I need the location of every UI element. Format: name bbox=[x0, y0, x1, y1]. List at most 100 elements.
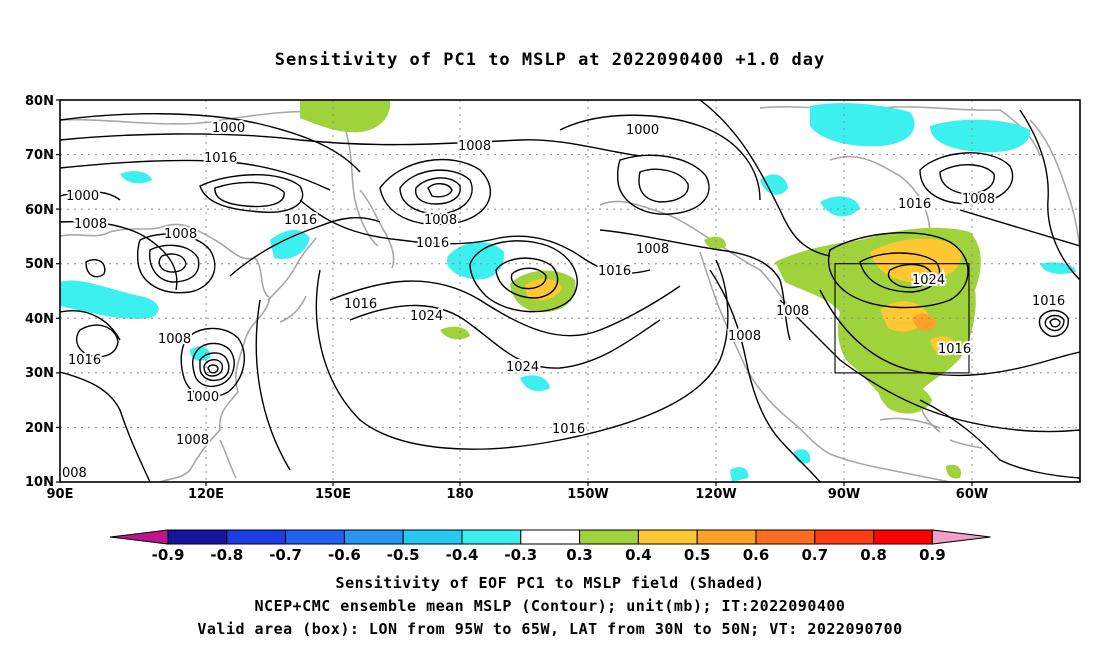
colorbar-label: -0.6 bbox=[328, 546, 361, 564]
colorbar-max-triangle bbox=[931, 529, 991, 545]
lat-tick-label: 70N bbox=[25, 148, 54, 163]
colorbar-swatch bbox=[696, 529, 757, 545]
contour-1016-midpacific bbox=[299, 199, 651, 274]
contour-east-south-2 bbox=[919, 399, 1080, 479]
colorbar-swatch bbox=[814, 529, 875, 545]
colorbar-swatch bbox=[637, 529, 698, 545]
shade-negative-greenland bbox=[930, 119, 1031, 153]
contour-atlantic-hurricane-2 bbox=[1044, 314, 1065, 332]
contour-siberia-low-1 bbox=[199, 174, 304, 213]
lon-tick-label: 180 bbox=[446, 487, 473, 502]
lat-tick-label: 80N bbox=[25, 94, 54, 109]
contour-atlantic-hurricane-1 bbox=[1038, 309, 1069, 337]
contour-east-south bbox=[779, 299, 1080, 433]
contour-1000-north bbox=[60, 113, 361, 173]
colorbar-label: 0.7 bbox=[802, 546, 829, 564]
colorbar-label: 0.5 bbox=[684, 546, 711, 564]
shade-negative-hudson bbox=[760, 174, 788, 195]
lon-tick-label: 60W bbox=[956, 487, 988, 502]
contour-1016-north bbox=[60, 159, 331, 191]
colorbar-label: -0.7 bbox=[269, 546, 302, 564]
contour-label: 1000 bbox=[212, 121, 245, 136]
colorbar-swatch bbox=[402, 529, 463, 545]
contour-1008-north bbox=[60, 133, 641, 157]
contour-label: 008 bbox=[62, 466, 87, 481]
contour-typhoon-core bbox=[207, 364, 219, 374]
contour-label: 1008 bbox=[158, 332, 191, 347]
contour-labels: 1000 1016 1000 1008 1008 1008 1016 1008 … bbox=[60, 119, 1067, 483]
contour-okhotsk-low-4 bbox=[427, 183, 453, 198]
contour-bering-low-mid bbox=[495, 257, 559, 299]
contour-label: 1008 bbox=[176, 433, 209, 448]
colorbar-min-triangle bbox=[109, 529, 169, 545]
contour-label: 1008 bbox=[74, 217, 107, 232]
colorbar-label: -0.4 bbox=[446, 546, 479, 564]
colorbar-swatch bbox=[285, 529, 345, 545]
contour-typhoon-ring1 bbox=[191, 342, 235, 388]
contour-label: 1016 bbox=[344, 297, 377, 312]
contour-west-1008 bbox=[60, 371, 151, 482]
shade-negative-labrador bbox=[820, 196, 860, 217]
contour-label: 1024 bbox=[506, 360, 539, 375]
contour-label: 1000 bbox=[66, 189, 99, 204]
graticule bbox=[60, 100, 1080, 482]
contour-west-low-small bbox=[75, 324, 119, 358]
contour-greenland-low-1 bbox=[919, 152, 1014, 205]
coastline-philippines bbox=[219, 439, 237, 479]
coastline-central-america bbox=[829, 453, 951, 482]
shade-positive-small-2 bbox=[704, 236, 726, 250]
contour-okhotsk-low-1 bbox=[379, 158, 491, 226]
colorbar-swatch bbox=[461, 529, 522, 545]
contour-label: 1008 bbox=[728, 329, 761, 344]
lat-tick-label: 30N bbox=[25, 366, 54, 381]
contour-label: 1016 bbox=[284, 213, 317, 228]
lon-tick-label: 120E bbox=[188, 487, 224, 502]
caption-shading: Sensitivity of EOF PC1 to MSLP field (Sh… bbox=[335, 574, 765, 592]
lat-tick-label: 50N bbox=[25, 257, 54, 272]
contour-okhotsk-low-3 bbox=[415, 177, 461, 205]
colorbar-label: 0.8 bbox=[860, 546, 887, 564]
lat-tick-label: 60N bbox=[25, 203, 54, 218]
contour-1016-nam bbox=[699, 100, 831, 257]
colorbar-label: 0.3 bbox=[566, 546, 593, 564]
contour-west-small-2 bbox=[85, 258, 106, 278]
contour-label: 1016 bbox=[204, 151, 237, 166]
contour-1016-east bbox=[819, 289, 1080, 377]
shade-positive-bering-core bbox=[524, 278, 562, 300]
shade-negative-bering bbox=[446, 241, 505, 280]
contour-1008-nam bbox=[709, 269, 821, 482]
colorbar-swatch bbox=[579, 529, 639, 545]
contour-label: 1016 bbox=[552, 422, 585, 437]
contour-1024-high bbox=[329, 280, 681, 337]
shade-negative-korea bbox=[190, 346, 211, 361]
chart-title: Sensitivity of PC1 to MSLP at 2022090400… bbox=[274, 50, 826, 70]
contour-label: 1016 bbox=[598, 264, 631, 279]
contour-low-west-inner bbox=[149, 244, 200, 283]
lon-tick-label: 90E bbox=[47, 487, 74, 502]
contour-typhoon-outer bbox=[180, 327, 245, 398]
shade-negative-small-2 bbox=[730, 467, 749, 482]
lon-tick-label: 90W bbox=[828, 487, 860, 502]
contour-1016-main bbox=[60, 216, 381, 341]
colorbar-label: -0.3 bbox=[504, 546, 537, 564]
lat-tick-label: 40N bbox=[25, 312, 54, 327]
contour-label: 1016 bbox=[68, 353, 101, 368]
contour-atlantic-hurricane-3 bbox=[1049, 318, 1061, 328]
contour-canada-high-1 bbox=[827, 232, 969, 309]
contour-bering-low-inner bbox=[510, 267, 547, 290]
colorbar-swatch bbox=[343, 529, 404, 545]
shade-positive-small-1 bbox=[440, 326, 470, 340]
caption-contour: NCEP+CMC ensemble mean MSLP (Contour); u… bbox=[254, 597, 846, 615]
colorbar-label: -0.9 bbox=[152, 546, 185, 564]
shaded-sensitivity-regions bbox=[60, 100, 1076, 482]
shade-negative-arctic-canada bbox=[810, 103, 915, 147]
contour-atlantic-1008 bbox=[1019, 109, 1080, 281]
contour-bering-low-outer bbox=[469, 240, 578, 313]
contour-canada-high-2 bbox=[859, 252, 941, 293]
contour-label: 1016 bbox=[1032, 294, 1065, 309]
lon-tick-label: 150E bbox=[315, 487, 351, 502]
colorbar-swatch bbox=[167, 529, 228, 545]
shade-negative-small-1 bbox=[520, 375, 550, 392]
coastline-greenland bbox=[1029, 119, 1080, 261]
colorbar-swatch bbox=[755, 529, 816, 545]
